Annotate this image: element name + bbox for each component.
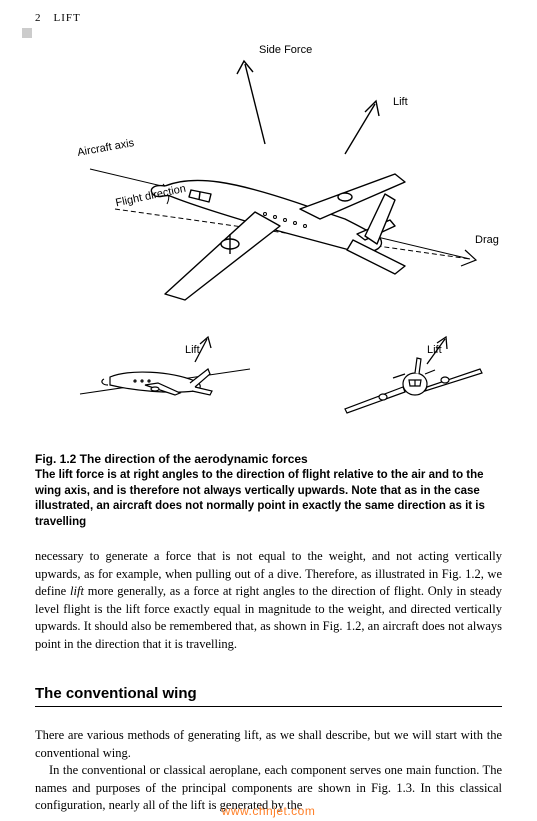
body-paragraph-2: There are various methods of generating …	[35, 727, 502, 762]
body-paragraph-1: necessary to generate a force that is no…	[35, 548, 502, 653]
label-lift-main: Lift	[393, 96, 408, 108]
figure-caption: Fig. 1.2 The direction of the aerodynami…	[35, 452, 502, 530]
section-heading: The conventional wing	[35, 685, 502, 702]
label-lift-right: Lift	[427, 344, 442, 356]
page-number: 2	[35, 12, 42, 24]
margin-bar	[22, 28, 32, 38]
label-side-force: Side Force	[259, 44, 312, 56]
chapter-title: LIFT	[54, 12, 81, 24]
aerodynamic-forces-diagram	[35, 34, 502, 434]
heading-rule	[35, 706, 502, 707]
label-lift-left: Lift	[185, 344, 200, 356]
caption-title: Fig. 1.2 The direction of the aerodynami…	[35, 452, 502, 466]
page-header: 2 LIFT	[35, 12, 502, 24]
label-drag: Drag	[475, 234, 499, 246]
watermark: www.chnjet.com	[222, 804, 316, 818]
caption-body: The lift force is at right angles to the…	[35, 468, 502, 530]
figure-1-2: Side Force Lift Aircraft axis Flight dir…	[35, 34, 502, 434]
